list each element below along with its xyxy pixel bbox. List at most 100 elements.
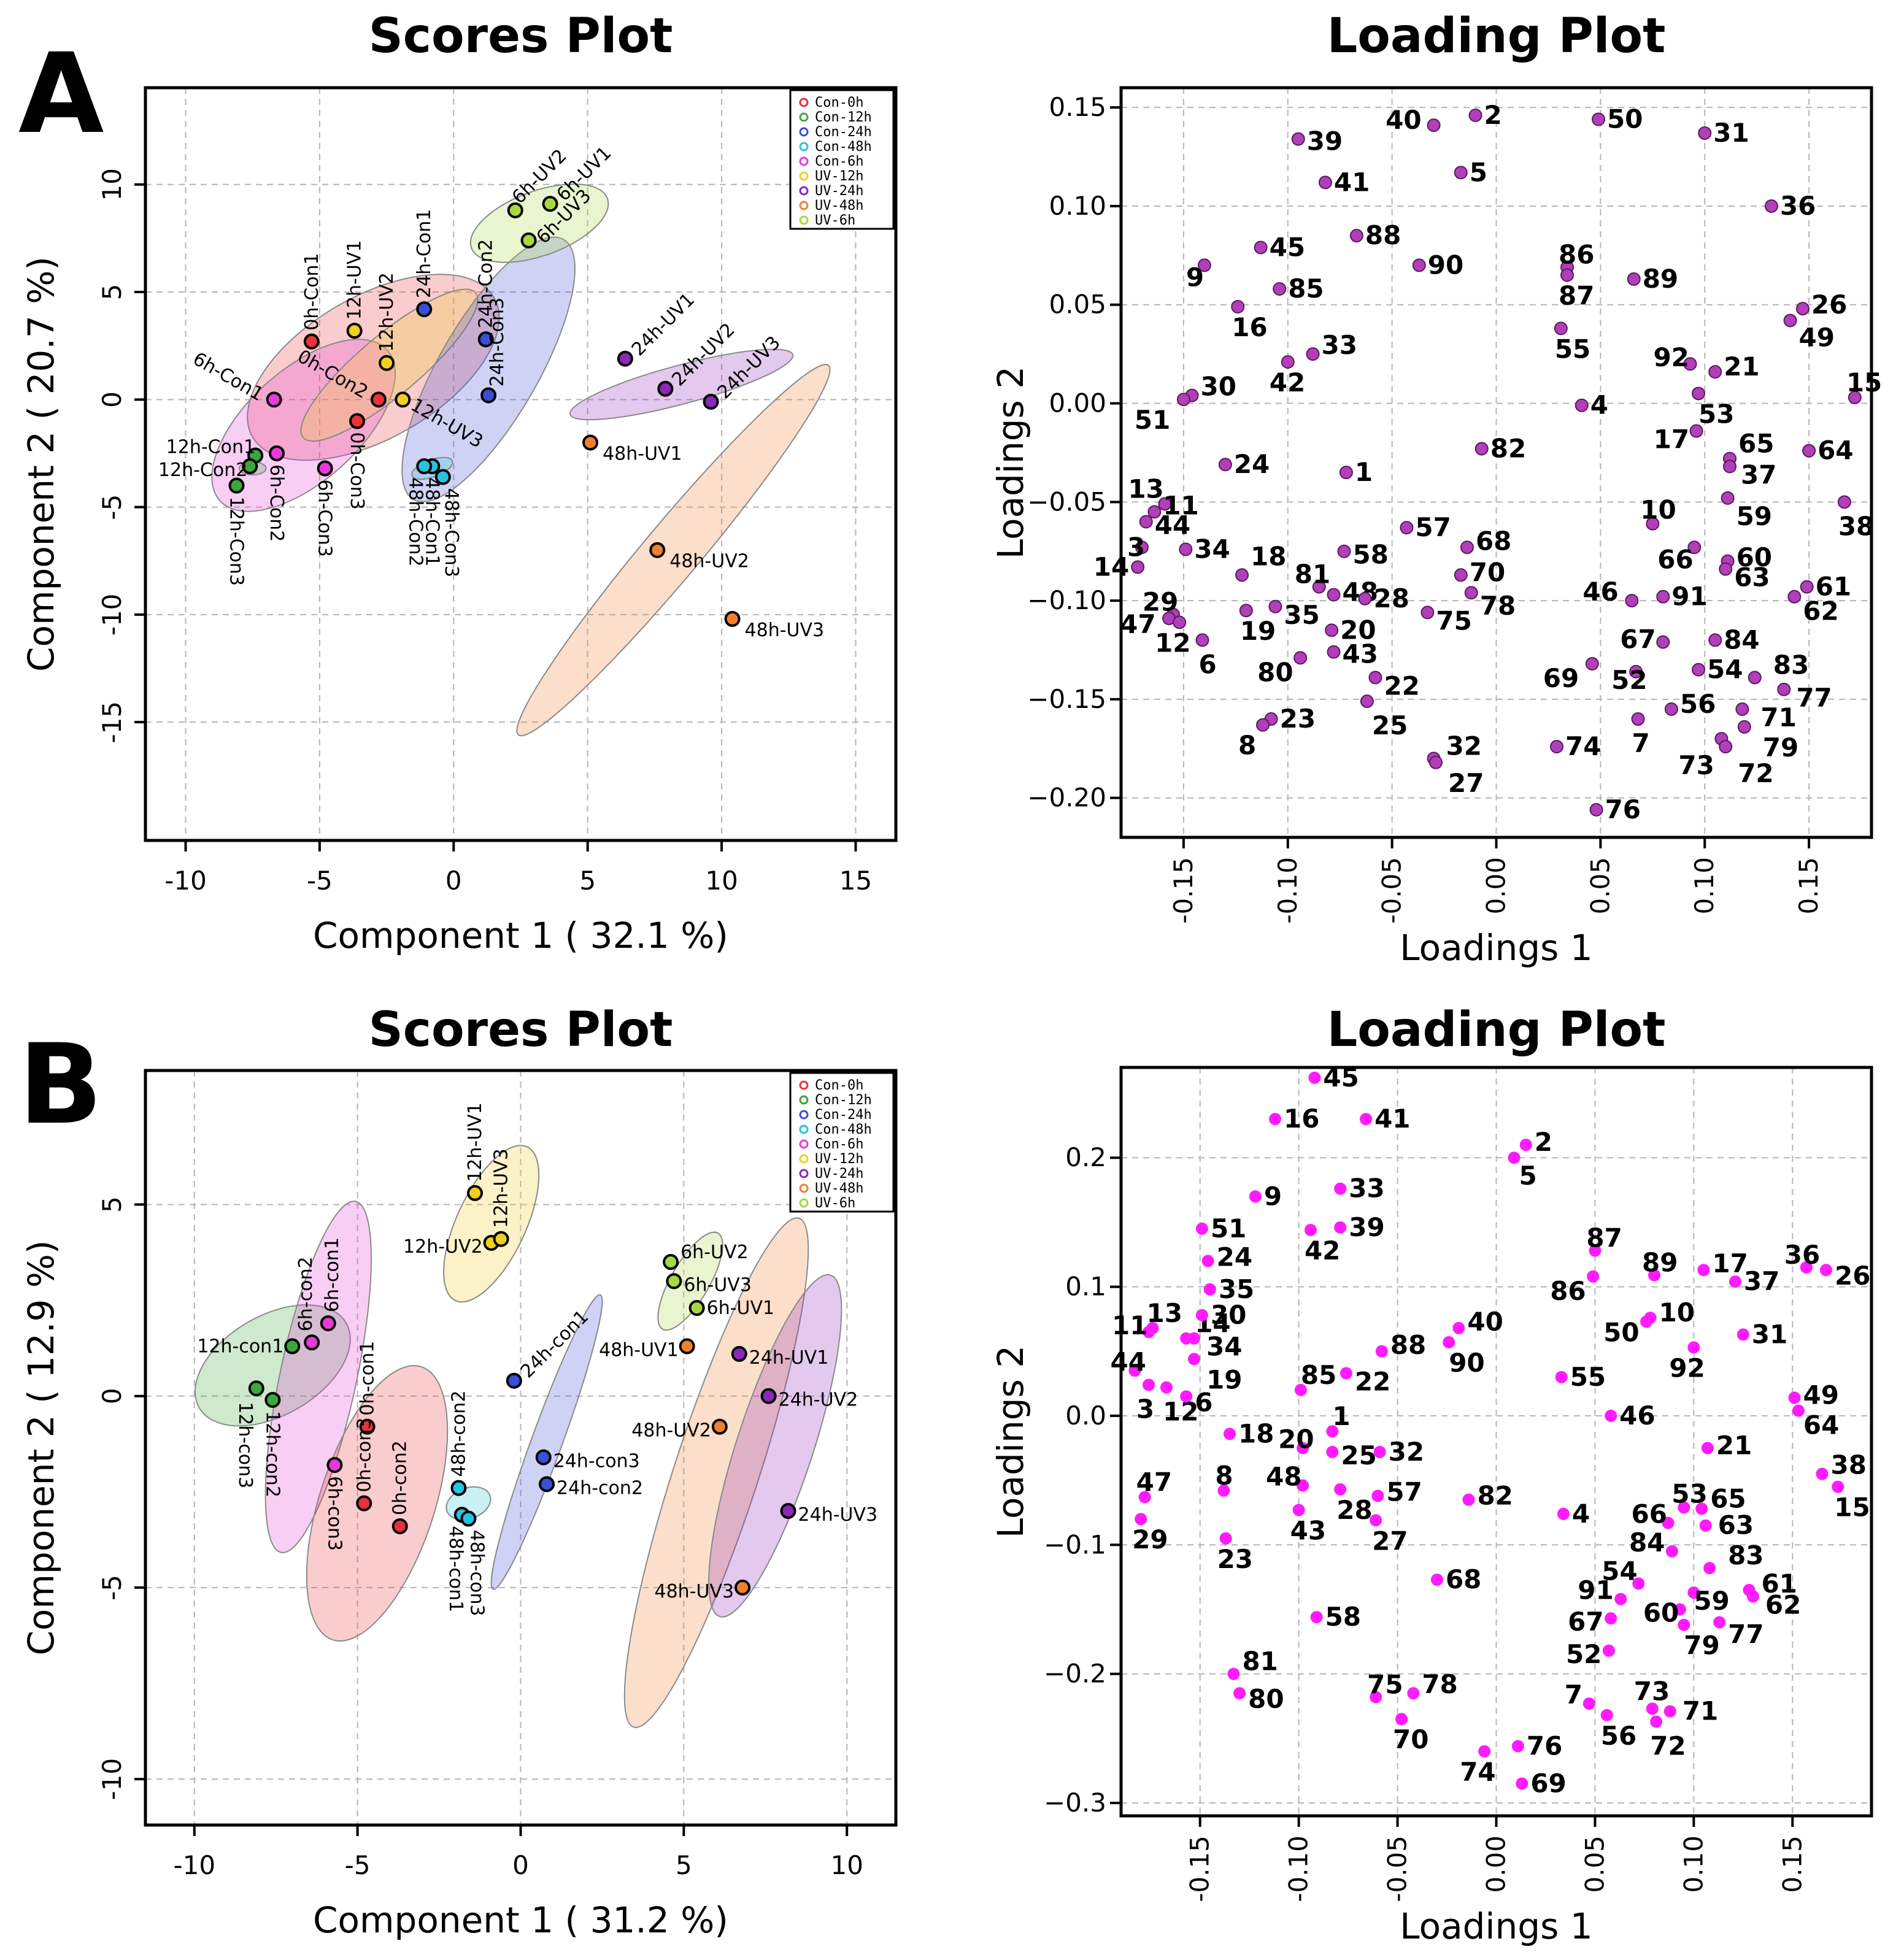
loading-point-label: 74 (1460, 1757, 1495, 1787)
score-point (663, 1254, 679, 1270)
loading-point-label: 77 (1796, 683, 1832, 713)
score-point-label: 24h-UV1 (749, 1347, 829, 1369)
chart-title: Scores Plot (369, 1002, 673, 1058)
loading-point-label: 13 (1146, 1298, 1182, 1328)
legend-marker (799, 1154, 809, 1164)
loading-point (1735, 702, 1749, 716)
loading-point-label: 39 (1307, 126, 1343, 156)
loading-point-label: 90 (1449, 1348, 1484, 1378)
loading-point-label: 34 (1206, 1332, 1242, 1362)
x-tick-label: -5 (345, 1850, 371, 1880)
score-point (326, 1457, 343, 1474)
loading-point-label: 26 (1835, 1261, 1870, 1291)
loading-point-label: 16 (1232, 312, 1267, 342)
loading-point-label: 5 (1519, 1161, 1536, 1191)
loading-point-label: 35 (1284, 600, 1319, 630)
score-point-label: 6h-Con2 (266, 464, 287, 542)
loading-point (1737, 720, 1751, 734)
score-point-label: 12h-con2 (261, 1411, 283, 1497)
loading-point (1689, 424, 1703, 438)
loading-point-label: 19 (1240, 616, 1276, 646)
loading-point (1219, 1532, 1232, 1545)
loading-point-label: 45 (1270, 232, 1305, 262)
loading-point-label: 9 (1186, 262, 1204, 292)
legend-label: Con-48h (815, 139, 872, 155)
loading-point-label: 89 (1643, 264, 1678, 294)
loading-point-label: 5 (1470, 157, 1487, 187)
x-tick-label: -0.10 (1273, 857, 1303, 924)
legend-marker (799, 142, 809, 152)
loading-point-label: 23 (1217, 1544, 1253, 1574)
loading-point-label: 27 (1372, 1526, 1408, 1556)
score-point-label: 24h-con2 (557, 1477, 643, 1499)
score-point (649, 542, 666, 558)
score-point (379, 355, 395, 371)
loading-point-label: 79 (1763, 732, 1798, 763)
loading-point-label: 80 (1257, 657, 1293, 687)
loading-point (1135, 1513, 1147, 1526)
loading-point-label: 25 (1372, 710, 1408, 740)
loading-point-label: 83 (1773, 650, 1809, 680)
loading-point (1722, 459, 1737, 474)
score-point (734, 1579, 751, 1596)
loading-point-label: 20 (1340, 615, 1376, 645)
score-point (582, 434, 599, 451)
loading-point-label: 32 (1446, 731, 1482, 761)
loading-point-label: 54 (1707, 655, 1743, 685)
loading-point-label: 65 (1738, 429, 1774, 459)
loading-point-label: 37 (1744, 1266, 1779, 1296)
x-tick-label: -5 (307, 866, 333, 896)
score-point-label: 48h-Con2 (404, 477, 426, 566)
score-point-label: 24h-Con2 (476, 239, 497, 328)
loading-point-label: 12 (1155, 628, 1190, 658)
y-tick-label: 0.0 (1065, 1401, 1106, 1431)
confidence-ellipse (264, 1201, 372, 1553)
loading-point (1269, 1113, 1282, 1126)
loading-point-label: 64 (1803, 1410, 1839, 1440)
legend: Con-0hCon-12hCon-24hCon-48hCon-6hUV-12hU… (789, 1072, 895, 1213)
x-tick-label: -0.15 (1185, 1835, 1215, 1902)
loading-point (1697, 1264, 1710, 1277)
loading-point (1687, 540, 1702, 555)
loading-point-label: 68 (1476, 526, 1511, 556)
score-point (416, 301, 433, 318)
confidence-ellipse (657, 1231, 723, 1331)
score-point (703, 393, 719, 410)
loading-point-label: 57 (1415, 512, 1451, 542)
score-point (542, 196, 558, 212)
y-tick-label: −0.15 (1027, 684, 1106, 714)
score-point-label: 12h-UV2 (403, 1236, 483, 1258)
loading-point (1764, 199, 1778, 213)
confidence-ellipse (469, 183, 609, 263)
score-point (346, 323, 363, 339)
legend-label: UV-6h (815, 1196, 855, 1211)
loading-point (1516, 1777, 1528, 1790)
loading-point (1128, 1364, 1141, 1377)
legend-label: Con-48h (815, 1122, 872, 1137)
score-point (731, 1346, 747, 1362)
loading-point (1678, 1618, 1690, 1631)
loading-point (1312, 580, 1326, 594)
y-tick-label: 0.05 (1049, 290, 1106, 320)
score-point-label: 48h-con1 (445, 1526, 466, 1612)
legend-label: UV-6h (815, 213, 855, 228)
loading-point (1297, 1442, 1309, 1455)
loading-point-label: 52 (1566, 1639, 1602, 1669)
score-point-label: 24h-Con3 (487, 298, 508, 386)
x-tick-label: 10 (705, 866, 738, 896)
loading-point-label: 90 (1428, 250, 1463, 280)
score-point (467, 1185, 484, 1201)
loading-point-label: 15 (1846, 367, 1882, 398)
loading-point-label: 60 (1737, 542, 1772, 572)
loading-point-label: 22 (1384, 671, 1419, 701)
score-point (303, 333, 320, 350)
loading-point-label: 51 (1135, 405, 1170, 435)
loading-point (1816, 1467, 1829, 1480)
loading-point (1462, 1493, 1475, 1506)
loading-point (1673, 1603, 1686, 1616)
loading-point (1585, 657, 1599, 671)
score-point-label: 12h-con1 (197, 1336, 283, 1358)
loading-point (1143, 1326, 1155, 1339)
score-point (391, 1518, 408, 1534)
